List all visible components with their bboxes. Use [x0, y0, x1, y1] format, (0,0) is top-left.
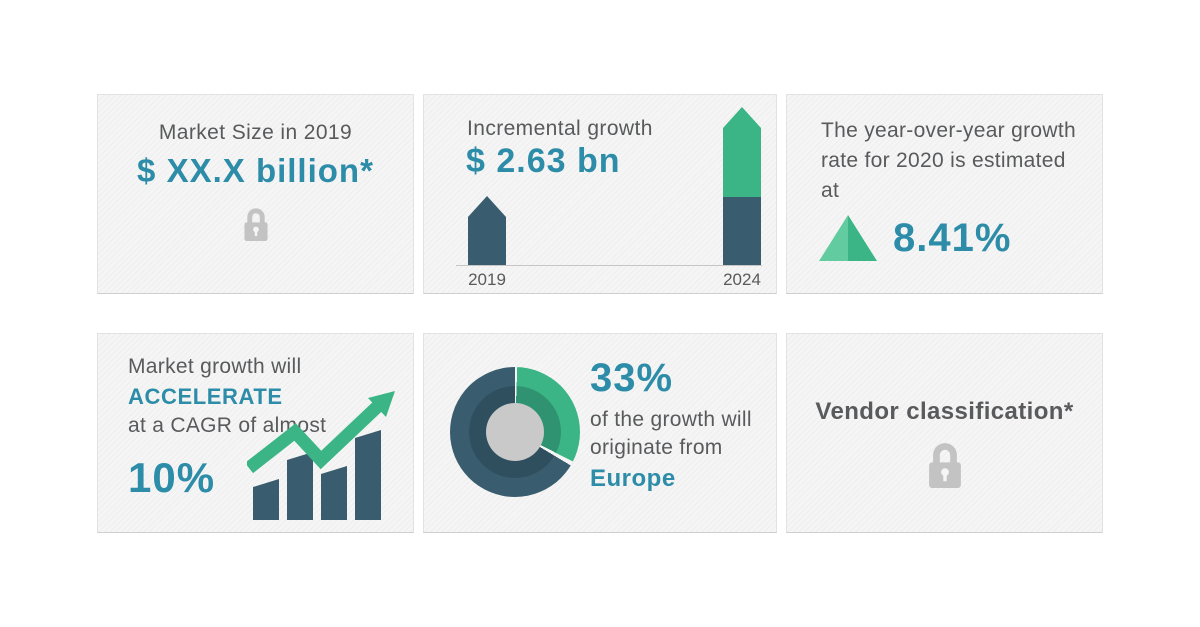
card-yoy-growth: The year-over-year growth rate for 2020 …	[786, 94, 1103, 294]
bar-chart-baseline	[456, 265, 762, 266]
bar-2024-icon	[723, 107, 761, 265]
yoy-growth-stat-row: 8.41%	[819, 215, 1011, 261]
incremental-growth-title: Incremental growth	[467, 117, 653, 140]
region-growth-value: 33%	[590, 356, 674, 400]
card-cagr: Market growth will ACCELERATE at a CAGR …	[97, 333, 414, 533]
triangle-up-icon	[819, 215, 877, 261]
x-axis-label-2024: 2024	[723, 270, 761, 289]
donut-chart	[450, 367, 580, 497]
x-axis-label-2019: 2019	[468, 270, 506, 289]
market-size-value: $ XX.X billion*	[137, 152, 374, 189]
cagr-value: 10%	[128, 454, 216, 501]
cagr-line1: Market growth will	[128, 355, 302, 378]
lock-icon	[243, 208, 268, 241]
bar-2019-icon	[468, 196, 506, 265]
market-size-title: Market Size in 2019	[158, 121, 353, 144]
region-growth-line1: of the growth will	[590, 408, 752, 431]
incremental-growth-value: $ 2.63 bn	[466, 142, 621, 180]
growth-arrow-chart-icon	[247, 391, 395, 520]
card-incremental-growth: Incremental growth $ 2.63 bn 2019 2024	[423, 94, 777, 294]
donut-hole	[486, 403, 544, 461]
vendor-classification-title: Vendor classification*	[815, 398, 1074, 425]
region-growth-line2: originate from	[590, 436, 723, 459]
card-market-size: Market Size in 2019 $ XX.X billion*	[97, 94, 414, 294]
yoy-growth-value: 8.41%	[893, 215, 1012, 260]
cagr-line2: at a CAGR of almost	[128, 414, 327, 437]
card-region-growth: 33% of the growth will originate from Eu…	[423, 333, 777, 533]
card-vendor-classification: Vendor classification*	[786, 333, 1103, 533]
lock-icon	[928, 443, 961, 488]
yoy-growth-text: The year-over-year growth rate for 2020 …	[821, 119, 1076, 202]
cagr-emphasis: ACCELERATE	[128, 384, 283, 409]
region-growth-region: Europe	[590, 465, 676, 492]
